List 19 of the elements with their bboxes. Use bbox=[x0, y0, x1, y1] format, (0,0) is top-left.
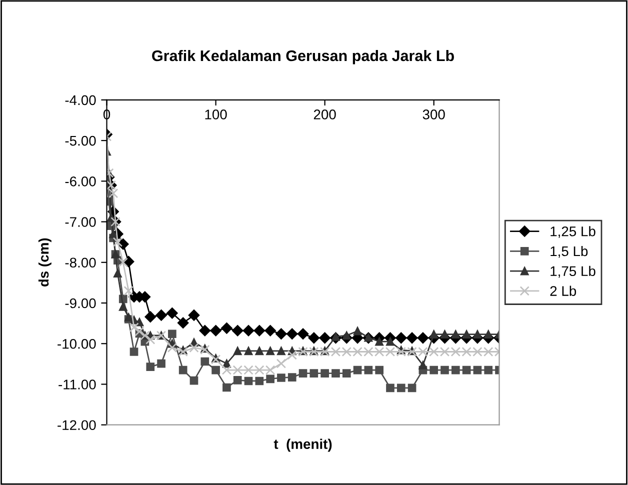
x-tick-label: 300 bbox=[422, 110, 445, 120]
x-axis-title: t (menit) bbox=[274, 438, 332, 452]
legend-label: 1,75 Lb bbox=[550, 266, 596, 278]
x-tick-label: 100 bbox=[205, 110, 227, 120]
y-tick-label: -9.00 bbox=[65, 298, 96, 308]
x-tick-label: 200 bbox=[314, 110, 336, 120]
y-tick-label: -8.00 bbox=[65, 258, 96, 268]
legend-label: 1,25 Lb bbox=[550, 226, 596, 238]
legend-label: 2 Lb bbox=[550, 286, 576, 296]
y-tick-label: -7.00 bbox=[65, 217, 96, 227]
y-tick-label: -4.00 bbox=[65, 95, 96, 106]
chart-title: Grafik Kedalaman Gerusan pada Jarak Lb bbox=[152, 50, 454, 64]
y-axis-title: ds (cm) bbox=[38, 238, 52, 287]
y-tick-label: -12.00 bbox=[58, 420, 96, 430]
y-tick-label: -5.00 bbox=[65, 136, 96, 146]
y-tick-label: -11.00 bbox=[58, 380, 96, 390]
y-tick-label: -6.00 bbox=[65, 176, 96, 186]
y-tick-label: -10.00 bbox=[58, 338, 96, 349]
legend-label: 1,5 Lb bbox=[550, 246, 588, 258]
